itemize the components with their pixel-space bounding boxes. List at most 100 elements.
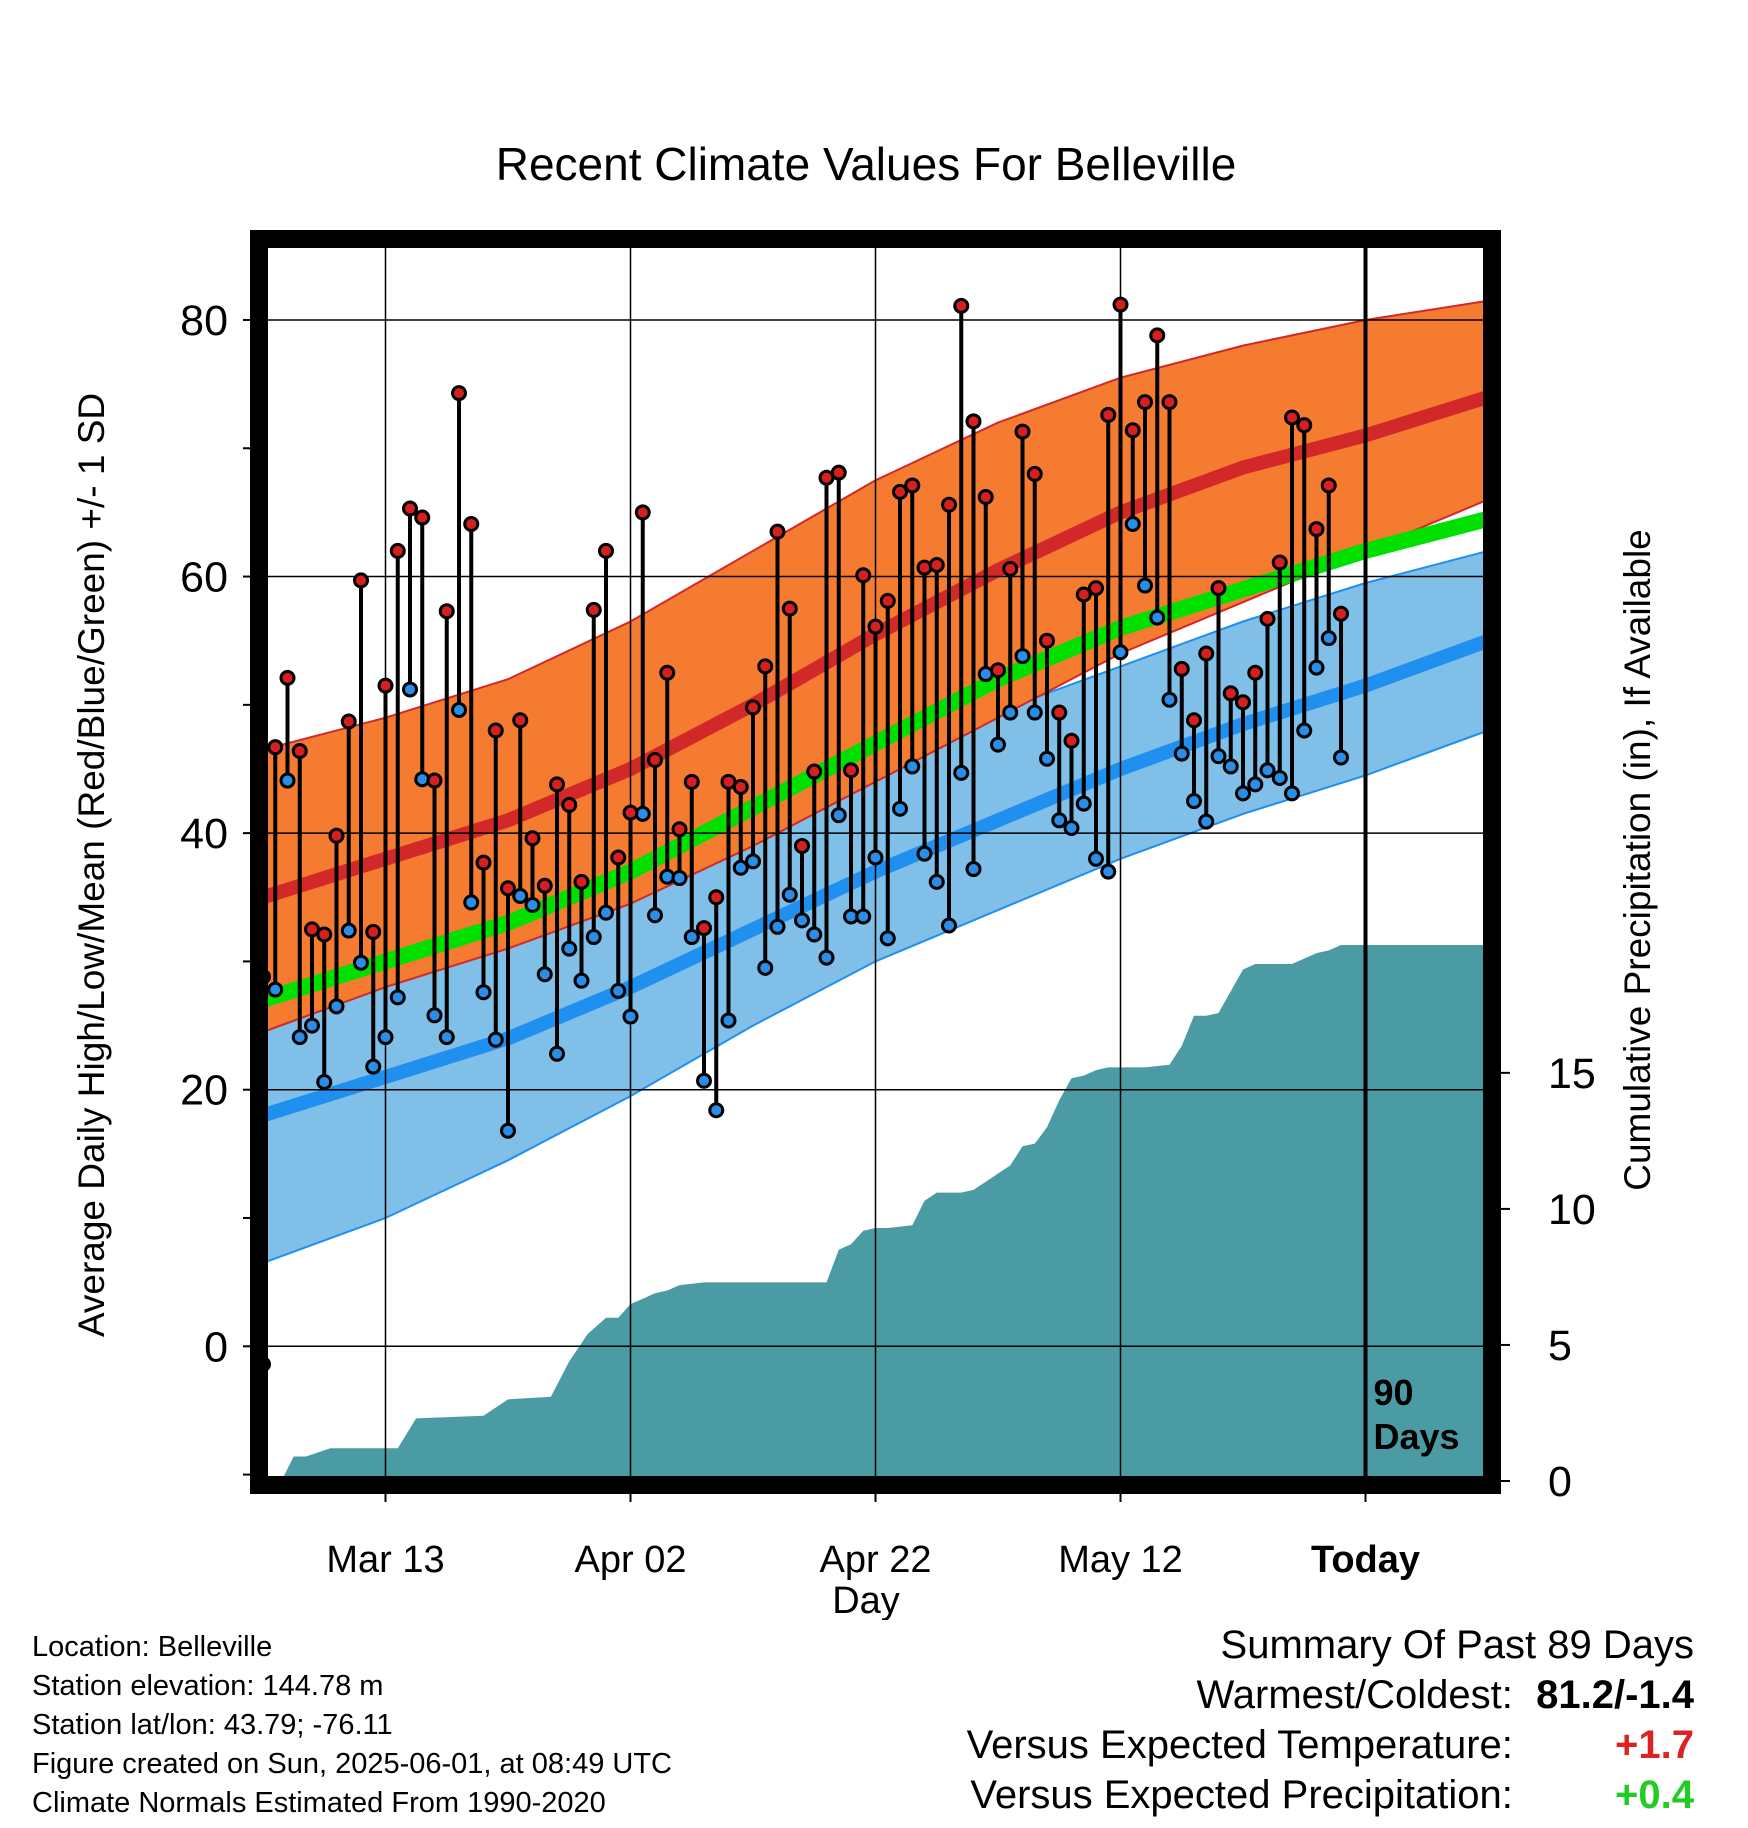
high-point bbox=[1112, 296, 1129, 313]
low-point bbox=[598, 904, 614, 921]
high-point bbox=[732, 778, 749, 795]
low-point bbox=[1271, 769, 1288, 786]
high-point bbox=[647, 752, 663, 769]
high-point bbox=[1284, 409, 1300, 426]
high-point bbox=[536, 877, 553, 894]
low-point bbox=[1088, 850, 1104, 867]
low-point bbox=[1222, 758, 1239, 775]
low-point bbox=[316, 1074, 333, 1091]
low-point bbox=[451, 701, 467, 718]
high-point bbox=[573, 873, 590, 890]
low-point bbox=[1026, 704, 1043, 721]
y-right-tick-label: 5 bbox=[1548, 1322, 1572, 1370]
high-point bbox=[953, 297, 970, 314]
low-point bbox=[1284, 785, 1300, 802]
high-point bbox=[279, 669, 296, 686]
high-point bbox=[1026, 465, 1043, 482]
location-text: Location: Belleville bbox=[32, 1631, 273, 1663]
station-info: Location: Belleville Station elevation: … bbox=[32, 1628, 672, 1823]
high-point bbox=[1222, 685, 1239, 702]
high-point bbox=[365, 923, 382, 940]
low-point bbox=[585, 929, 602, 946]
y-right-tick-label: 0 bbox=[1548, 1458, 1572, 1506]
low-point bbox=[720, 1012, 737, 1029]
x-tick-label: Apr 22 bbox=[820, 1539, 932, 1581]
low-point bbox=[904, 758, 921, 775]
low-point bbox=[781, 886, 798, 903]
y-right-tick-label: 15 bbox=[1548, 1050, 1596, 1098]
low-point bbox=[1002, 704, 1019, 721]
low-point bbox=[1149, 609, 1166, 626]
high-point bbox=[610, 849, 627, 866]
x-tick-label: Today bbox=[1311, 1539, 1420, 1581]
high-point bbox=[1137, 394, 1153, 411]
high-point bbox=[451, 385, 467, 402]
x-tick-label: Apr 02 bbox=[575, 1539, 687, 1581]
high-point bbox=[843, 762, 859, 779]
high-point bbox=[561, 796, 578, 813]
high-point bbox=[426, 772, 443, 789]
high-point bbox=[1014, 423, 1031, 440]
precip-value: +0.4 bbox=[1615, 1773, 1694, 1817]
low-point bbox=[1198, 813, 1215, 830]
high-point bbox=[769, 523, 786, 540]
low-point bbox=[708, 1102, 725, 1119]
high-point bbox=[1161, 394, 1178, 411]
low-point bbox=[1210, 748, 1227, 765]
low-point bbox=[267, 981, 284, 998]
low-point bbox=[892, 800, 908, 817]
high-point bbox=[340, 713, 357, 730]
low-point bbox=[426, 1007, 443, 1024]
low-point bbox=[1100, 863, 1117, 880]
y-left-tick-label: 0 bbox=[204, 1323, 228, 1371]
y-axis-left-label: Average Daily High/Low/Mean (Red/Blue/Gr… bbox=[71, 393, 112, 1337]
low-point bbox=[512, 887, 529, 904]
high-point bbox=[328, 827, 345, 844]
low-point bbox=[1137, 577, 1153, 594]
high-point bbox=[585, 601, 602, 618]
high-point bbox=[549, 776, 565, 793]
high-point bbox=[1100, 406, 1117, 423]
low-point bbox=[475, 984, 492, 1001]
high-point bbox=[1063, 732, 1080, 749]
low-point bbox=[990, 736, 1006, 753]
high-point bbox=[1198, 645, 1215, 662]
high-point bbox=[1320, 477, 1337, 494]
x-tick-label: Mar 13 bbox=[326, 1539, 444, 1581]
high-point bbox=[757, 658, 774, 675]
high-point bbox=[377, 677, 394, 694]
high-point bbox=[977, 489, 994, 506]
high-point bbox=[806, 763, 823, 780]
climate-chart: Recent Climate Values For Belleville 90D… bbox=[71, 138, 1658, 1620]
low-point bbox=[1112, 644, 1129, 661]
high-point bbox=[708, 889, 725, 906]
high-point bbox=[267, 739, 284, 756]
high-point bbox=[683, 773, 700, 790]
low-point bbox=[389, 989, 406, 1006]
low-point bbox=[1186, 793, 1202, 810]
low-point bbox=[1161, 691, 1178, 708]
low-point bbox=[1014, 648, 1031, 665]
low-point bbox=[622, 1008, 639, 1025]
high-point bbox=[598, 542, 614, 559]
temp-label: Versus Expected Temperature: bbox=[966, 1723, 1513, 1767]
high-point bbox=[781, 600, 798, 617]
low-point bbox=[549, 1045, 565, 1062]
low-point bbox=[1235, 785, 1251, 802]
high-point bbox=[1124, 422, 1141, 439]
high-point bbox=[941, 496, 957, 513]
temp-row: Versus Expected Temperature: +1.7 bbox=[967, 1720, 1694, 1770]
high-point bbox=[402, 500, 418, 517]
high-point bbox=[904, 477, 921, 494]
low-point bbox=[683, 929, 700, 946]
low-point bbox=[304, 1017, 320, 1034]
low-point bbox=[1259, 762, 1276, 779]
low-point bbox=[536, 966, 553, 983]
high-point bbox=[438, 603, 455, 620]
low-point bbox=[732, 859, 749, 876]
high-point bbox=[1235, 694, 1251, 711]
high-point bbox=[928, 557, 945, 574]
high-point bbox=[990, 662, 1006, 679]
high-point bbox=[512, 712, 529, 729]
y-left-tick-label: 40 bbox=[180, 810, 228, 858]
